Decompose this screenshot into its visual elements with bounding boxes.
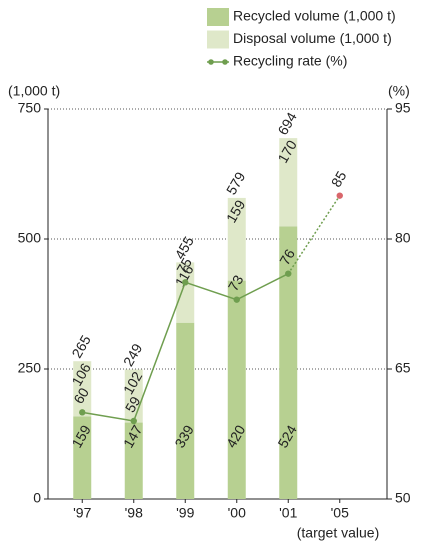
y-axis-label: (1,000 t)	[8, 83, 60, 99]
legend-label: Recycling rate (%)	[233, 53, 347, 69]
bar-disposal	[227, 197, 246, 281]
x-tick-label: '01	[279, 505, 297, 521]
legend-label: Disposal volume (1,000 t)	[233, 30, 392, 46]
bar-disposal	[279, 138, 298, 227]
rate-point	[182, 279, 189, 286]
legend-label: Recycled volume (1,000 t)	[233, 8, 396, 24]
legend-swatch	[207, 8, 229, 26]
bar-recycled	[176, 322, 195, 499]
y-tick-label: 750	[18, 100, 42, 116]
y2-axis-label: (%)	[388, 83, 410, 99]
value-label: 59	[122, 393, 144, 415]
y-tick-label: 0	[33, 490, 41, 506]
x-tick-label: '05	[331, 505, 349, 521]
rate-line-target	[287, 195, 341, 275]
total-label: 265	[68, 332, 94, 360]
value-label: 60	[70, 385, 92, 407]
total-label: 579	[223, 169, 249, 197]
legend-marker	[208, 59, 214, 65]
rate-point	[336, 192, 343, 199]
y-tick-label: 500	[18, 230, 42, 246]
y2-tick-label: 95	[395, 100, 411, 116]
value-label: 73	[225, 272, 247, 294]
y2-tick-label: 65	[395, 360, 411, 376]
bar-disposal	[73, 361, 92, 417]
bar-recycled	[124, 422, 143, 499]
total-label: 694	[274, 109, 300, 137]
x-tick-label: '00	[228, 505, 246, 521]
legend-swatch	[207, 30, 229, 49]
y2-tick-label: 50	[395, 490, 411, 506]
y2-tick-label: 80	[395, 230, 411, 246]
value-label: 85	[328, 168, 350, 190]
rate-point	[79, 409, 86, 416]
total-label: 249	[120, 341, 146, 369]
value-label: 75	[173, 255, 195, 277]
bar-disposal	[176, 262, 195, 323]
value-label: 76	[276, 246, 298, 268]
y-tick-label: 250	[18, 360, 42, 376]
bar-recycled	[73, 416, 92, 499]
rate-point	[130, 417, 137, 425]
x-tick-label: '99	[176, 505, 194, 521]
x-tick-label: '98	[125, 505, 143, 521]
x-tick-label: '97	[73, 505, 91, 521]
x-annotation: (target value)	[297, 525, 379, 541]
rate-point	[233, 296, 240, 303]
bar-recycled	[279, 226, 298, 499]
rate-point	[285, 270, 292, 277]
bar-recycled	[227, 280, 246, 499]
legend-marker	[222, 59, 228, 65]
